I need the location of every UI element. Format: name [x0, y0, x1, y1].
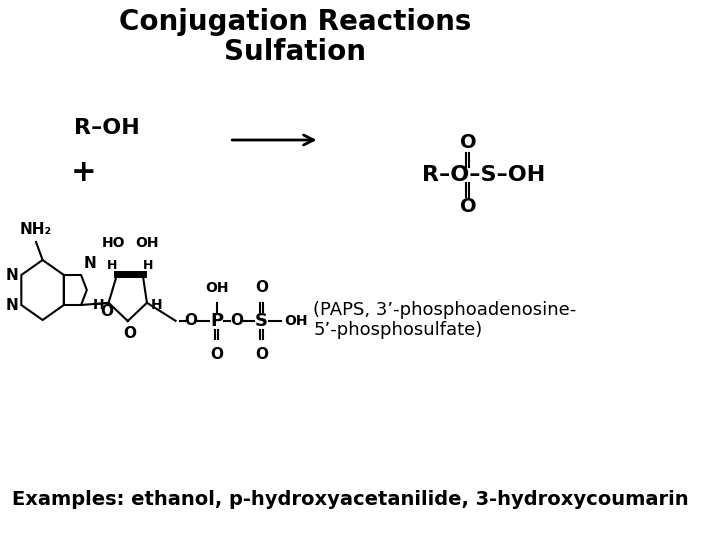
Text: N: N — [5, 267, 18, 282]
Text: 5’-phosphosulfate): 5’-phosphosulfate) — [313, 321, 482, 339]
Text: H: H — [93, 298, 104, 312]
Text: O: O — [460, 198, 477, 217]
Text: Sulfation: Sulfation — [224, 38, 366, 66]
Text: O: O — [255, 280, 268, 295]
Text: O: O — [460, 133, 477, 152]
Text: OH: OH — [204, 281, 228, 295]
Text: +: + — [71, 158, 96, 187]
Text: H: H — [143, 259, 153, 272]
Text: H: H — [107, 259, 117, 272]
Text: O: O — [230, 313, 243, 328]
Text: O: O — [210, 347, 223, 362]
Text: HO: HO — [102, 236, 125, 250]
Text: O: O — [255, 347, 268, 362]
Text: O: O — [184, 313, 197, 328]
Text: N: N — [5, 298, 18, 313]
Text: Conjugation Reactions: Conjugation Reactions — [119, 8, 471, 36]
Text: R–O–S–OH: R–O–S–OH — [422, 165, 545, 185]
Text: OH: OH — [135, 236, 158, 250]
Text: S: S — [255, 312, 268, 330]
Text: O: O — [100, 305, 113, 319]
Text: H: H — [151, 298, 163, 312]
Text: O: O — [123, 326, 136, 341]
Text: Examples: ethanol, p-hydroxyacetanilide, 3-hydroxycoumarin: Examples: ethanol, p-hydroxyacetanilide,… — [12, 490, 689, 509]
Text: OH: OH — [284, 314, 308, 328]
Text: R–OH: R–OH — [73, 118, 140, 138]
Text: N: N — [84, 256, 96, 271]
Text: (PAPS, 3’-phosphoadenosine-: (PAPS, 3’-phosphoadenosine- — [313, 301, 577, 319]
Text: P: P — [210, 312, 223, 330]
Text: NH₂: NH₂ — [20, 222, 52, 237]
